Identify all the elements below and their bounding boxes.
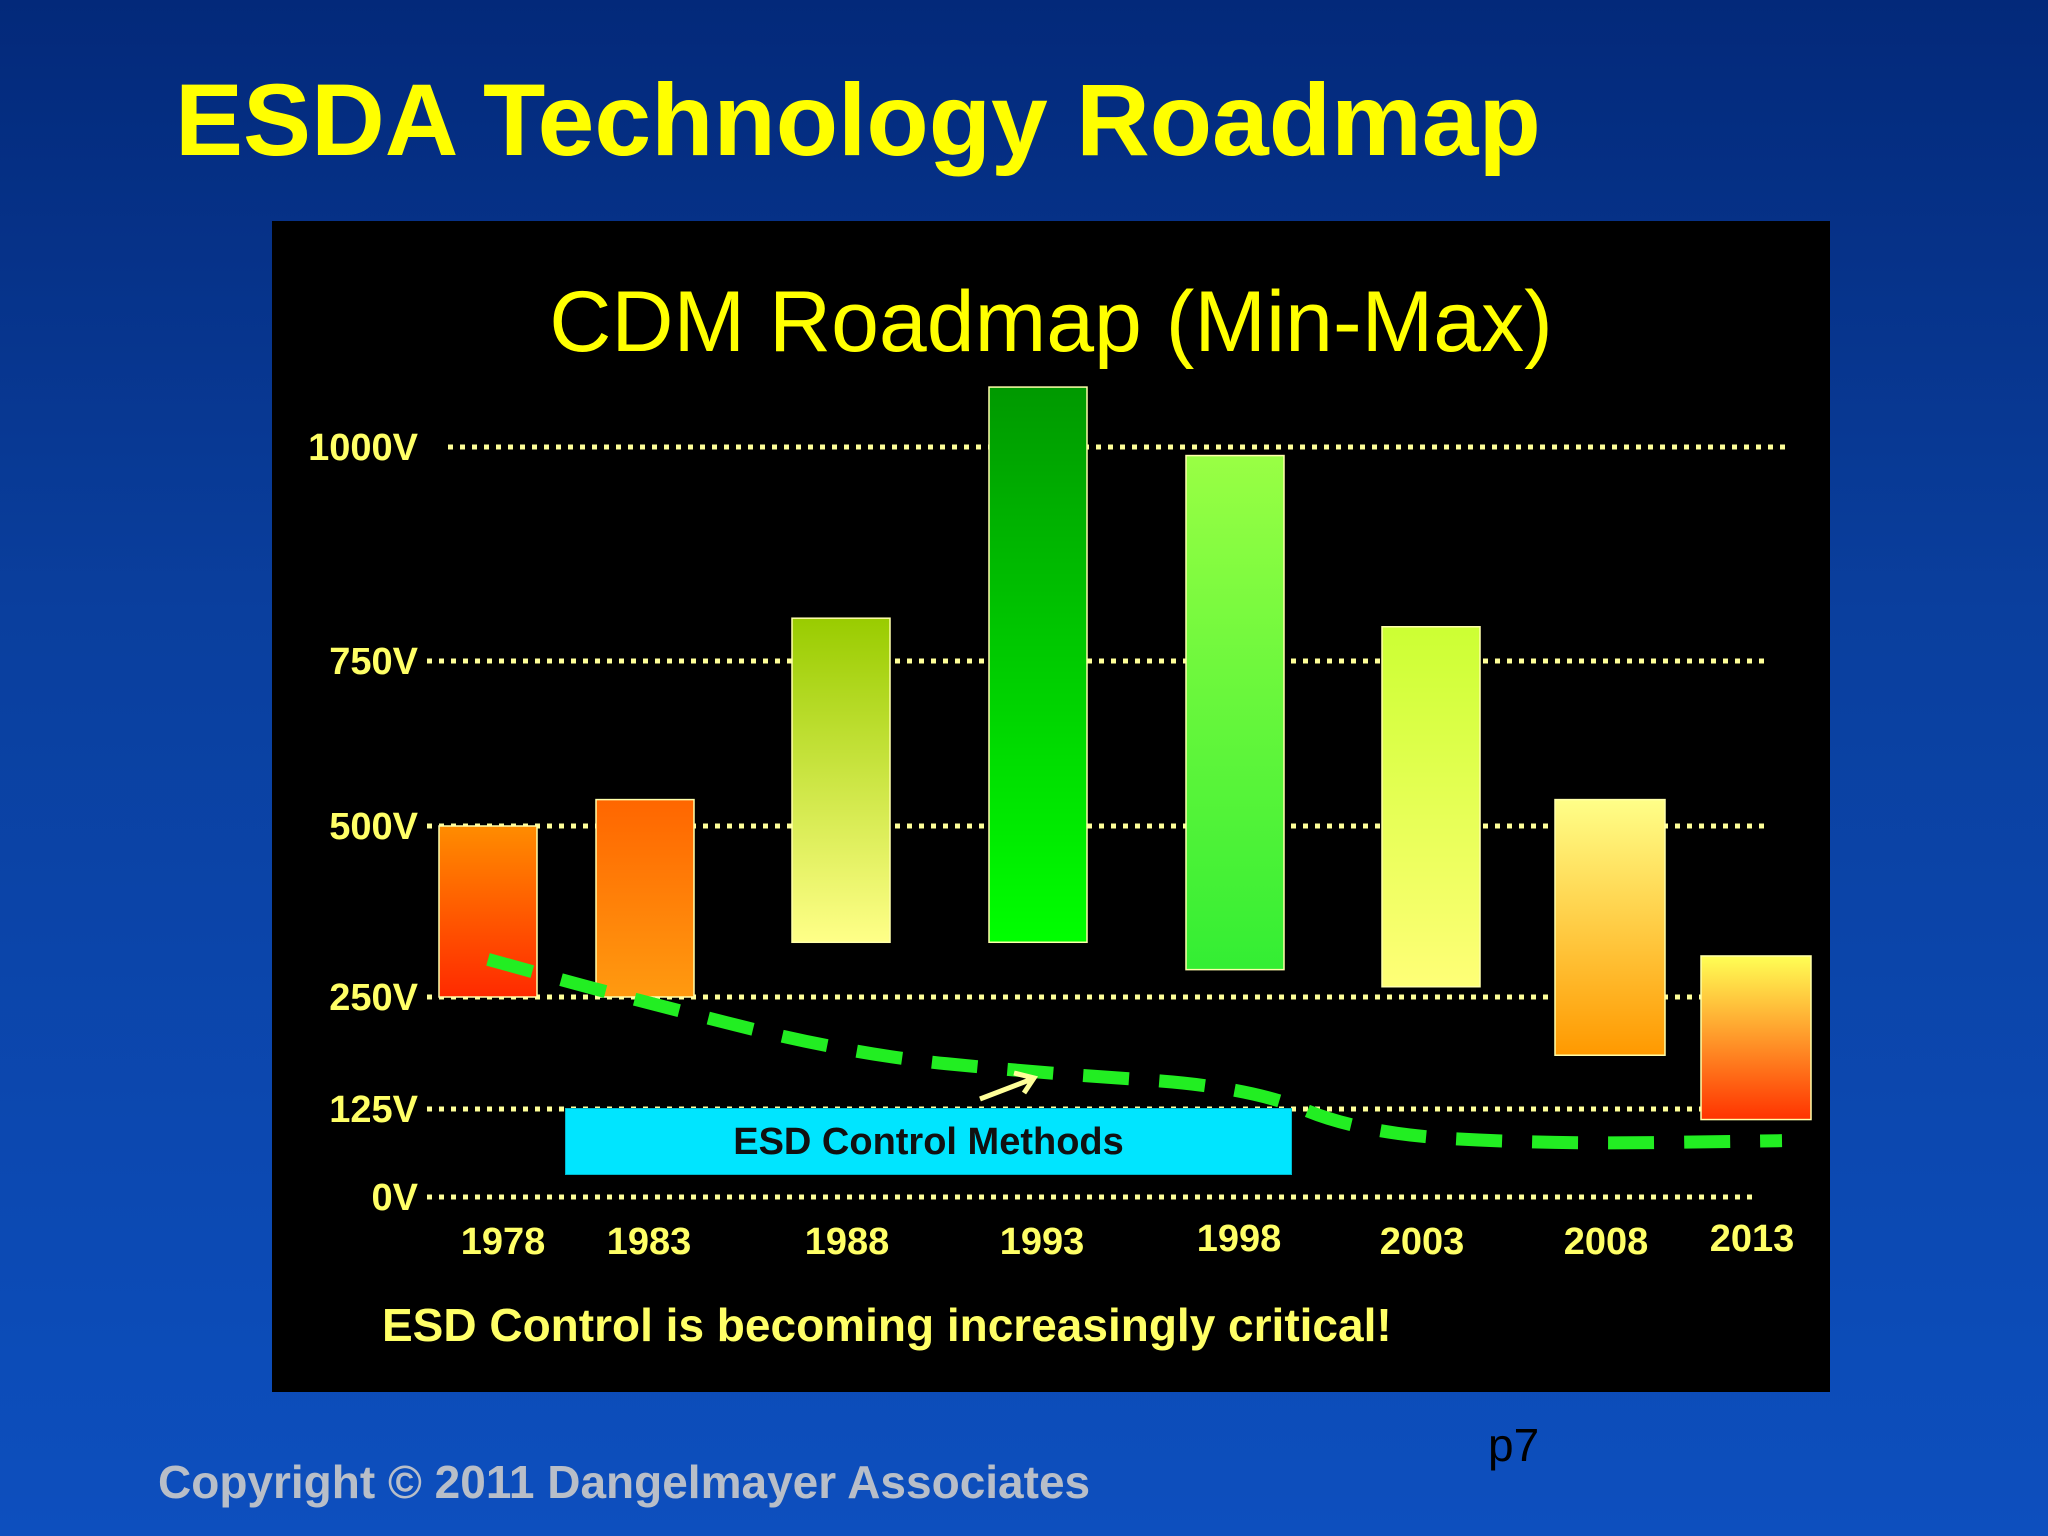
copyright-notice: Copyright © 2011 Dangelmayer Associates — [158, 1456, 1091, 1508]
y-tick-label: 750V — [329, 641, 418, 683]
esd-control-methods-label: ESD Control Methods — [733, 1121, 1124, 1163]
y-tick-label: 0V — [372, 1177, 419, 1219]
bar-2013 — [1700, 955, 1812, 1121]
chart-title: CDM Roadmap (Min-Max) — [549, 274, 1553, 370]
x-tick-label: 1998 — [1197, 1218, 1282, 1260]
chart-plot: 0V 125V 250V 500V 750V 1000V 1978 1983 1988 1993 1… — [308, 386, 1812, 1263]
x-tick-label: 2008 — [1564, 1221, 1649, 1263]
page-number: p7 — [1488, 1419, 1540, 1471]
x-tick-label: 1978 — [461, 1221, 546, 1263]
esd-control-methods-box: ESD Control Methods — [565, 1108, 1292, 1175]
x-tick-label: 2003 — [1380, 1221, 1465, 1263]
x-tick-label: 1983 — [607, 1221, 692, 1263]
y-tick-label: 250V — [329, 977, 418, 1019]
x-tick-label: 1993 — [1000, 1221, 1085, 1263]
trend-line — [486, 953, 1783, 1150]
arrow-icon — [979, 1070, 1039, 1102]
chart-panel: CDM Roadmap (Min-Max) 0V 125V 250V 500V 750V… — [272, 221, 1830, 1392]
bar-1983 — [595, 798, 695, 998]
slide-title: ESDA Technology Roadmap — [175, 63, 1541, 177]
y-tick-label: 1000V — [308, 427, 419, 469]
bar-2003 — [1381, 626, 1481, 988]
bar-1993 — [988, 386, 1088, 944]
bar-2008 — [1554, 798, 1666, 1056]
x-tick-label: 2013 — [1710, 1218, 1795, 1260]
y-tick-label: 500V — [329, 806, 418, 848]
chart-footnote: ESD Control is becoming increasingly cri… — [382, 1299, 1392, 1351]
y-tick-label: 125V — [329, 1089, 418, 1131]
x-tick-label: 1988 — [805, 1221, 890, 1263]
bar-1998 — [1185, 454, 1285, 971]
bar-1988 — [791, 617, 891, 944]
